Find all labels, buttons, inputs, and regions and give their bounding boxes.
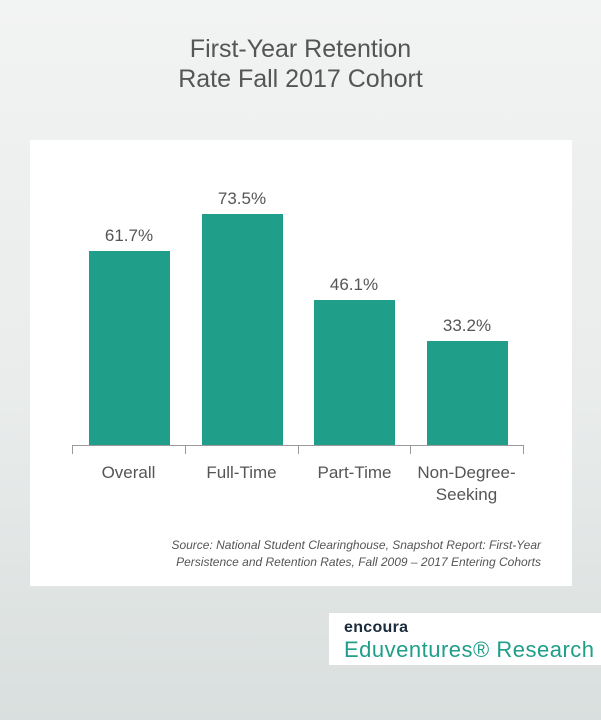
bar-full-time (202, 214, 283, 445)
value-label-non-degree: 33.2% (442, 316, 492, 335)
source-note: Source: National Student Clearinghouse, … (121, 537, 541, 571)
category-label-non-degree: Non-Degree- Seeking (410, 462, 523, 506)
source-line2: Persistence and Retention Rates, Fall 20… (176, 555, 541, 569)
value-label-part-time: 46.1% (329, 275, 379, 294)
eduventures-logo: encoura Eduventures® Research (329, 613, 601, 665)
category-label-overall: Overall (101, 463, 156, 482)
chart-title: First-Year Retention Rate Fall 2017 Coho… (0, 34, 601, 94)
source-line1: Source: National Student Clearinghouse, … (171, 538, 541, 552)
category-label-full-time: Full-Time (206, 463, 277, 482)
chart-card: 61.7% 73.5% 46.1% 33.2% Overall Full-Tim… (30, 140, 572, 586)
chart-title-line2: Rate Fall 2017 Cohort (178, 65, 423, 93)
x-axis-tick (523, 445, 524, 454)
encoura-wordmark: encoura (344, 619, 409, 636)
bar-part-time (314, 300, 395, 445)
value-label-full-time: 73.5% (217, 189, 267, 208)
bar-overall (89, 251, 170, 445)
x-axis-tick (72, 445, 73, 454)
category-label-non-degree-line1: Non-Degree- (417, 463, 516, 482)
x-axis-tick (410, 445, 411, 454)
chart-title-line1: First-Year Retention (189, 35, 412, 63)
category-label-part-time: Part-Time (317, 463, 392, 482)
eduventures-research-wordmark: Eduventures® Research (344, 637, 595, 662)
category-label-non-degree-line2: Seeking (435, 485, 498, 504)
x-axis-tick (185, 445, 186, 454)
x-axis-tick (298, 445, 299, 454)
bar-non-degree (427, 341, 508, 445)
value-label-overall: 61.7% (104, 226, 154, 245)
